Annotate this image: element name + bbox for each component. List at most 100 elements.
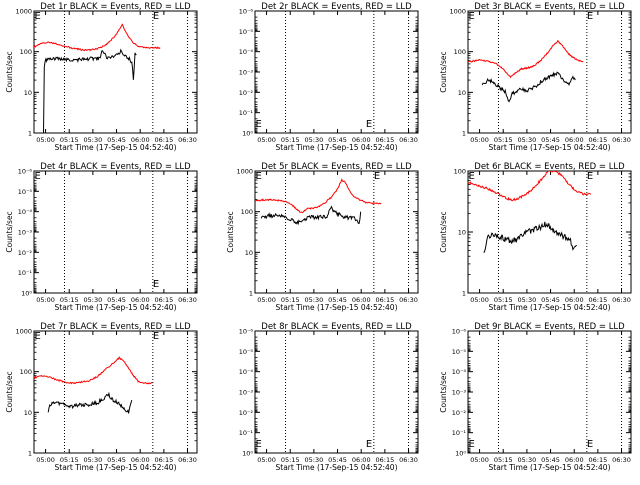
x-tick-label: 06:00 (565, 456, 584, 464)
y-tick-label: 10⁻⁴ (239, 48, 254, 56)
y-tick-label: 10⁻⁴ (239, 368, 254, 376)
x-tick-label: 06:00 (352, 296, 371, 304)
flag-marker: E (587, 11, 593, 22)
x-tick-label: 05:30 (518, 136, 537, 144)
y-tick-label: 10⁻² (452, 409, 467, 417)
x-tick-label: 06:30 (612, 456, 631, 464)
y-tick-label: 1 (462, 290, 466, 298)
y-tick-label: 10⁻¹ (239, 109, 254, 117)
lld-series-line (468, 171, 591, 202)
x-tick-label: 06:15 (589, 456, 608, 464)
detector-panel: Det 1r BLACK = Events, RED = LLD 05:00 05:… (5, 2, 198, 152)
y-tick-label: 10 (458, 89, 466, 97)
x-tick-label: 06:00 (131, 136, 150, 144)
x-axis-label: Start Time (17-Sep-15 04:52:40) (276, 463, 398, 472)
y-tick-label: 10⁻³ (239, 69, 254, 77)
x-tick-label: 05:30 (84, 136, 103, 144)
x-tick-label: 05:00 (36, 456, 55, 464)
x-axis-label: Start Time (17-Sep-15 04:52:40) (55, 303, 177, 312)
x-tick-label: 06:30 (178, 296, 197, 304)
y-tick-label: 10 (245, 249, 253, 257)
x-tick-label: 05:30 (84, 456, 103, 464)
flag-marker: E (366, 119, 372, 130)
x-tick-label: 05:15 (494, 296, 513, 304)
x-tick-label: 05:30 (518, 456, 537, 464)
x-tick-label: 05:45 (541, 136, 560, 144)
x-tick-label: 06:30 (612, 296, 631, 304)
detector-panel: Det 5r BLACK = Events, RED = LLD 05:00 05:… (226, 162, 419, 312)
x-tick-label: 05:15 (60, 296, 79, 304)
panel-title: Det 9r BLACK = Events, RED = LLD (474, 322, 625, 332)
y-tick-label: 1 (462, 130, 466, 138)
x-tick-label: 05:00 (257, 456, 276, 464)
y-axis-label: Counts/sec (5, 371, 14, 412)
x-tick-label: 05:30 (305, 296, 324, 304)
x-tick-label: 05:45 (328, 296, 347, 304)
lld-series-line (34, 23, 161, 52)
panel-title: Det 5r BLACK = Events, RED = LLD (261, 162, 412, 172)
x-tick-label: 05:00 (470, 296, 489, 304)
y-tick-label: 10⁻⁶ (18, 168, 33, 176)
y-tick-label: 10⁻³ (18, 229, 33, 237)
flag-marker: E (35, 11, 41, 22)
x-tick-label: 05:15 (60, 136, 79, 144)
panel-title: Det 8r BLACK = Events, RED = LLD (261, 322, 412, 332)
x-tick-label: 05:15 (281, 136, 300, 144)
x-tick-label: 05:30 (84, 296, 103, 304)
y-axis-label: Counts/sec (439, 371, 448, 412)
y-tick-label: 10⁻⁶ (239, 328, 254, 336)
flag-marker: E (469, 171, 475, 182)
x-axis-label: Start Time (17-Sep-15 04:52:40) (489, 463, 611, 472)
x-tick-label: 06:15 (155, 296, 174, 304)
y-tick-label: 10⁻¹ (18, 269, 33, 277)
events-series-line (47, 391, 133, 414)
x-tick-label: 06:15 (376, 456, 395, 464)
panel-title: Det 1r BLACK = Events, RED = LLD (40, 2, 191, 12)
y-tick-label: 10⁰ (242, 450, 253, 458)
flag-marker: E (35, 171, 41, 182)
y-tick-label: 100 (20, 48, 32, 56)
plot-frame (254, 330, 419, 454)
y-axis-label: Counts/sec (439, 211, 448, 252)
x-tick-label: 05:00 (36, 296, 55, 304)
x-axis-label: Start Time (17-Sep-15 04:52:40) (489, 303, 611, 312)
panel-title: Det 3r BLACK = Events, RED = LLD (474, 2, 625, 12)
y-tick-label: 10⁰ (21, 290, 32, 298)
x-tick-label: 06:15 (589, 136, 608, 144)
flag-marker: E (469, 439, 475, 450)
flag-marker: E (587, 439, 593, 450)
flag-marker: E (469, 11, 475, 22)
y-tick-label: 10⁻⁶ (452, 328, 467, 336)
x-tick-label: 06:30 (399, 456, 418, 464)
y-tick-label: 10 (24, 409, 32, 417)
x-tick-label: 05:00 (470, 136, 489, 144)
y-axis-label: Counts/sec (5, 51, 14, 92)
x-tick-label: 06:15 (376, 136, 395, 144)
x-tick-label: 05:00 (257, 296, 276, 304)
y-tick-label: 1000 (449, 8, 466, 16)
x-tick-label: 06:00 (565, 136, 584, 144)
panel-title: Det 2r BLACK = Events, RED = LLD (261, 2, 412, 12)
flag-marker: E (153, 11, 159, 22)
x-tick-label: 05:45 (328, 136, 347, 144)
events-series-line (260, 205, 362, 226)
x-axis-label: Start Time (17-Sep-15 04:52:40) (55, 143, 177, 152)
panel-title: Det 7r BLACK = Events, RED = LLD (40, 322, 191, 332)
y-tick-label: 10⁰ (242, 130, 253, 138)
x-tick-label: 06:00 (352, 456, 371, 464)
y-axis-label: Counts/sec (439, 51, 448, 92)
x-tick-label: 05:45 (541, 296, 560, 304)
lld-series-line (34, 356, 153, 385)
x-tick-label: 05:00 (257, 136, 276, 144)
y-tick-label: 100 (454, 48, 466, 56)
x-tick-label: 06:15 (155, 456, 174, 464)
panel-title: Det 6r BLACK = Events, RED = LLD (474, 162, 625, 172)
y-tick-label: 100 (20, 368, 32, 376)
y-tick-label: 1 (28, 130, 32, 138)
y-tick-label: 10⁻⁵ (239, 28, 254, 36)
y-tick-label: 10⁻⁵ (452, 348, 467, 356)
x-tick-label: 06:30 (399, 136, 418, 144)
y-tick-label: 10⁻² (239, 89, 254, 97)
x-tick-label: 05:45 (107, 456, 126, 464)
plot-frame (33, 10, 198, 134)
